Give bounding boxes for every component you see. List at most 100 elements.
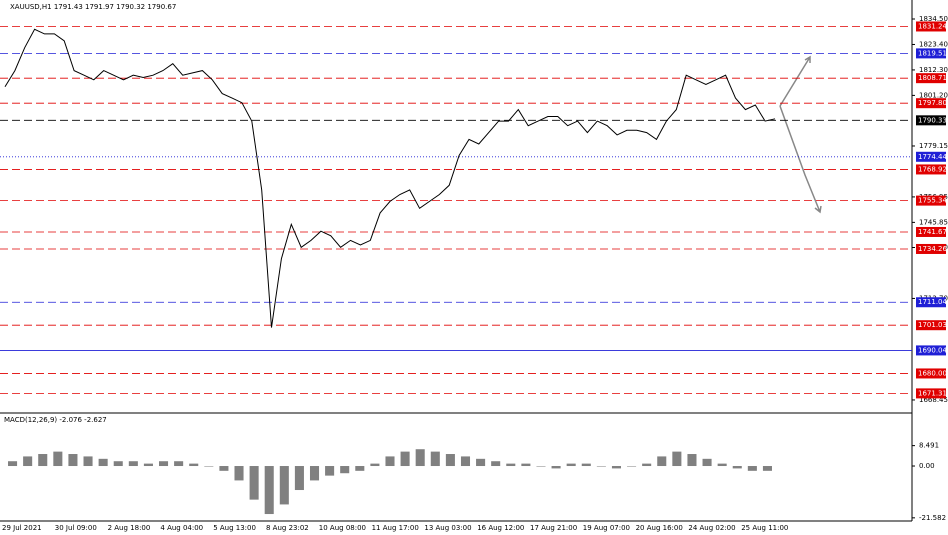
level-label: 1774.44 xyxy=(918,153,947,161)
forecast-arrow xyxy=(779,105,822,214)
y-tick-label: 1823.40 xyxy=(919,40,948,48)
x-tick-label: 24 Aug 02:00 xyxy=(688,524,735,532)
y-tick-label: 8.491 xyxy=(919,442,939,450)
histogram-bar xyxy=(747,466,757,471)
level-label-box xyxy=(916,115,946,126)
histogram-bar xyxy=(325,466,335,476)
x-tick-label: 13 Aug 03:00 xyxy=(424,524,471,532)
level-label-box xyxy=(916,320,946,331)
level-label: 1701.03 xyxy=(918,321,947,329)
level-label-box xyxy=(916,151,946,162)
x-tick-label: 4 Aug 04:00 xyxy=(160,524,203,532)
level-label-box xyxy=(916,164,946,175)
histogram-bar xyxy=(204,466,214,467)
y-tick-label: -21.582 xyxy=(919,514,946,522)
level-label: 1690.04 xyxy=(918,346,947,354)
x-tick-label: 11 Aug 17:00 xyxy=(372,524,419,532)
forecast-arrow xyxy=(779,55,811,107)
histogram-bar xyxy=(249,466,259,500)
histogram-bar xyxy=(294,466,304,491)
x-tick-label: 8 Aug 23:02 xyxy=(266,524,309,532)
histogram-bar xyxy=(476,458,486,467)
x-tick-label: 25 Aug 11:00 xyxy=(741,524,788,532)
histogram-bar xyxy=(174,461,184,467)
histogram-bar xyxy=(581,463,591,467)
histogram-bar xyxy=(611,466,621,469)
histogram-bar xyxy=(143,463,153,467)
level-label: 1797.80 xyxy=(918,99,947,107)
histogram-bar xyxy=(189,463,199,467)
histogram-bar xyxy=(596,466,606,467)
histogram-bar xyxy=(279,466,289,505)
level-label: 1741.67 xyxy=(918,228,947,236)
y-tick-label: 1779.15 xyxy=(919,142,948,150)
level-label: 1831.24 xyxy=(918,22,947,30)
histogram-bar xyxy=(506,463,516,467)
histogram-bar xyxy=(355,466,365,471)
x-tick-label: 17 Aug 21:00 xyxy=(530,524,577,532)
histogram-bar xyxy=(717,463,727,467)
histogram-bar xyxy=(627,466,637,467)
histogram-bar xyxy=(536,466,546,467)
level-label: 1768.92 xyxy=(918,165,947,173)
histogram-bar xyxy=(68,454,78,467)
histogram-bar xyxy=(53,451,63,467)
x-tick-label: 5 Aug 13:00 xyxy=(213,524,256,532)
level-label-box xyxy=(916,98,946,109)
histogram-bar xyxy=(83,456,93,467)
x-tick-label: 10 Aug 08:00 xyxy=(319,524,366,532)
level-label-box xyxy=(916,73,946,84)
level-label: 1671.31 xyxy=(918,389,947,397)
x-tick-label: 19 Aug 07:00 xyxy=(583,524,630,532)
histogram-bar xyxy=(8,461,18,467)
histogram-bar xyxy=(687,454,697,467)
y-tick-label: 1801.20 xyxy=(919,91,948,99)
level-label-box xyxy=(916,243,946,254)
histogram-bar xyxy=(159,461,169,467)
histogram-bar xyxy=(128,461,138,467)
histogram-bar xyxy=(672,451,682,467)
histogram-bar xyxy=(400,451,410,467)
histogram-bar xyxy=(340,466,350,474)
histogram-bar xyxy=(98,458,108,467)
histogram-bar xyxy=(370,463,380,467)
histogram-bar xyxy=(264,466,274,515)
level-label-box xyxy=(916,21,946,32)
histogram-bar xyxy=(430,451,440,467)
histogram-bar xyxy=(460,456,471,467)
level-label-box xyxy=(916,226,946,237)
y-tick-label: 1745.85 xyxy=(919,218,948,226)
x-tick-label: 30 Jul 09:00 xyxy=(55,524,97,532)
x-tick-label: 29 Jul 2021 xyxy=(2,524,42,532)
level-label-box xyxy=(916,345,946,356)
histogram-bar xyxy=(309,466,320,481)
level-label: 1734.26 xyxy=(918,245,947,253)
histogram-bar xyxy=(732,466,742,469)
histogram-bar xyxy=(445,454,455,467)
histogram-bar xyxy=(38,454,48,467)
histogram-bar xyxy=(234,466,244,481)
histogram-bar xyxy=(566,463,576,467)
x-tick-label: 20 Aug 16:00 xyxy=(636,524,683,532)
histogram-bar xyxy=(23,456,33,467)
level-label-box xyxy=(916,48,946,59)
level-label-box xyxy=(916,388,946,399)
histogram-bar xyxy=(521,463,531,467)
price-line xyxy=(4,28,776,328)
level-label: 1808.71 xyxy=(918,74,947,82)
macd-title: MACD(12,26,9) -2.076 -2.627 xyxy=(4,416,107,424)
y-tick-label: 1812.30 xyxy=(919,66,948,74)
level-label: 1711.04 xyxy=(918,298,947,306)
level-label: 1680.00 xyxy=(918,369,947,377)
level-label-box xyxy=(916,368,946,379)
histogram-bar xyxy=(415,449,425,467)
level-label-box xyxy=(916,297,946,308)
level-label-box xyxy=(916,195,946,206)
histogram-bar xyxy=(702,458,712,467)
x-tick-label: 16 Aug 12:00 xyxy=(477,524,524,532)
histogram-bar xyxy=(219,466,229,471)
level-label: 1790.33 xyxy=(918,116,947,124)
y-tick-label: 1668.45 xyxy=(919,396,948,404)
